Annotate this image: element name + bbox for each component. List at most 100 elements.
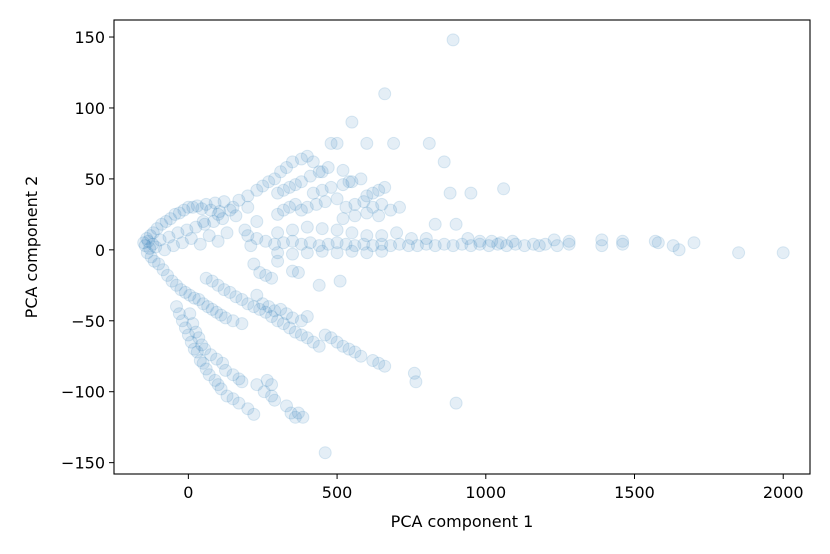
data-point — [244, 239, 258, 253]
data-point — [211, 278, 225, 292]
data-point — [274, 165, 288, 179]
data-point — [372, 356, 386, 370]
data-point — [226, 368, 240, 382]
data-point — [288, 178, 302, 192]
data-point — [274, 302, 288, 316]
data-point — [410, 239, 424, 253]
data-point — [339, 200, 353, 214]
data-point — [268, 393, 282, 407]
data-point — [312, 278, 326, 292]
data-point — [190, 345, 204, 359]
data-point — [348, 209, 362, 223]
x-tick-label: 2000 — [763, 483, 804, 502]
data-point — [280, 399, 293, 413]
data-point — [616, 237, 630, 251]
data-point — [378, 87, 392, 101]
data-point — [372, 183, 386, 197]
data-point — [213, 205, 227, 218]
data-point — [366, 200, 380, 214]
data-point — [187, 342, 201, 356]
data-point — [162, 230, 176, 244]
y-tick-label: −100 — [61, 383, 105, 402]
data-point — [268, 237, 282, 251]
y-axis-label: PCA component 2 — [22, 176, 41, 319]
data-point — [449, 217, 463, 231]
data-point — [324, 331, 338, 345]
data-point — [616, 234, 630, 248]
data-point — [184, 232, 198, 245]
data-point — [153, 233, 167, 247]
data-point — [506, 234, 520, 248]
data-point — [265, 310, 279, 323]
data-point — [211, 207, 225, 221]
data-point — [286, 223, 299, 237]
data-point — [199, 362, 213, 376]
data-point — [217, 195, 231, 209]
data-point — [532, 239, 546, 253]
data-points — [137, 33, 790, 460]
data-point — [181, 200, 195, 214]
data-point — [205, 302, 219, 316]
data-point — [250, 232, 264, 245]
data-point — [330, 236, 344, 250]
data-point — [333, 274, 347, 288]
data-point — [175, 314, 189, 328]
data-point — [366, 354, 380, 367]
x-axis-label: PCA component 1 — [391, 512, 534, 531]
data-point — [360, 189, 374, 203]
data-point — [204, 348, 218, 362]
data-point — [407, 366, 421, 380]
data-point — [455, 237, 469, 251]
data-point — [372, 209, 386, 223]
data-point — [330, 223, 344, 237]
data-point — [288, 197, 302, 211]
data-point — [146, 237, 160, 251]
data-point — [235, 317, 249, 331]
data-point — [232, 193, 246, 207]
data-point — [202, 229, 216, 243]
data-point — [312, 239, 326, 253]
data-point — [390, 226, 404, 240]
data-point — [409, 375, 423, 389]
data-point — [348, 239, 362, 253]
data-point — [158, 243, 172, 257]
data-point — [437, 237, 451, 251]
data-point — [518, 239, 531, 253]
data-point — [366, 239, 380, 253]
data-point — [360, 229, 374, 243]
data-point — [256, 297, 270, 311]
data-point — [318, 446, 332, 460]
data-point — [277, 183, 290, 197]
data-point — [538, 237, 552, 251]
data-point — [175, 236, 189, 250]
y-tick-label: 100 — [74, 99, 105, 118]
y-tick-label: 0 — [95, 241, 105, 260]
data-point — [199, 197, 213, 211]
data-point — [262, 300, 276, 314]
data-point — [315, 222, 329, 236]
data-point — [315, 165, 329, 179]
data-point — [165, 274, 179, 288]
data-point — [195, 338, 209, 352]
data-point — [170, 278, 183, 292]
data-point — [318, 195, 332, 209]
data-point — [494, 236, 508, 250]
data-point — [183, 288, 197, 302]
data-point — [271, 254, 285, 268]
data-point — [360, 136, 374, 150]
data-point — [226, 314, 240, 328]
data-point — [241, 200, 255, 214]
data-point — [595, 233, 609, 247]
data-point — [180, 223, 194, 237]
data-point — [339, 237, 353, 251]
data-point — [595, 239, 609, 253]
data-point — [473, 237, 487, 251]
data-point — [286, 155, 299, 169]
data-point — [192, 331, 206, 345]
data-point — [167, 239, 180, 253]
data-point — [205, 274, 219, 288]
data-point — [464, 239, 478, 253]
data-point — [330, 192, 344, 206]
x-tick-label: 1500 — [614, 483, 655, 502]
data-point — [562, 234, 576, 248]
